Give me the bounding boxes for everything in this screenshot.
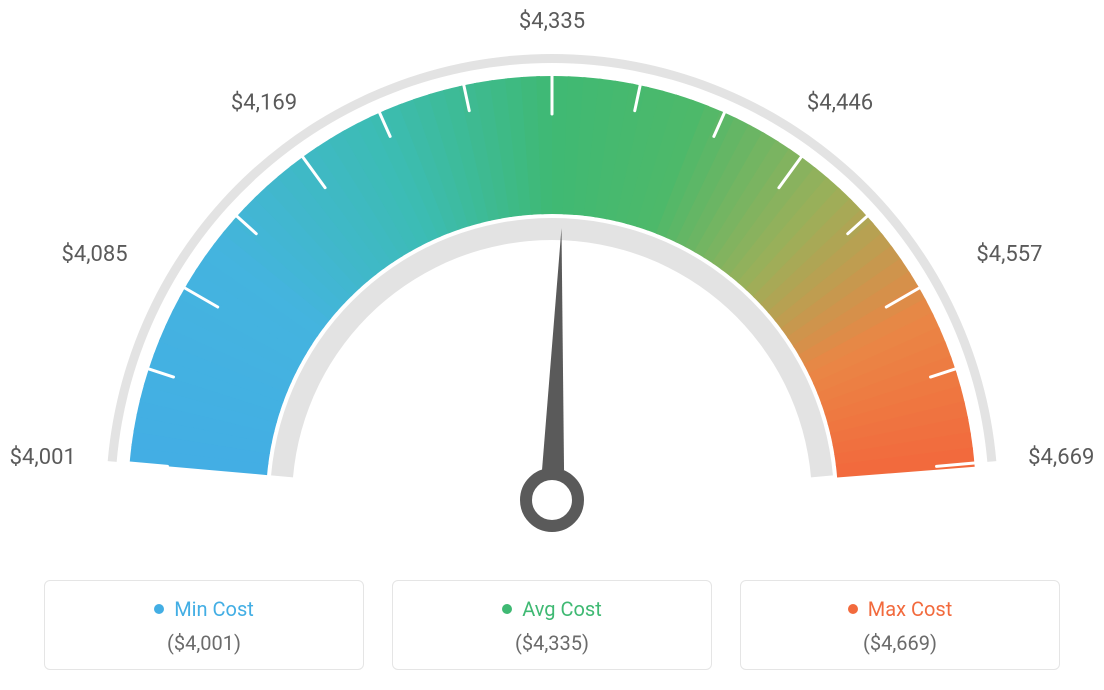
legend-value-min: ($4,001) — [45, 631, 363, 655]
legend-title-max: Max Cost — [848, 597, 953, 621]
legend-dot-min — [154, 604, 164, 614]
svg-text:$4,085: $4,085 — [61, 242, 127, 267]
legend-title-min: Min Cost — [154, 597, 254, 621]
legend-label-max: Max Cost — [868, 597, 953, 621]
legend-label-avg: Avg Cost — [522, 597, 602, 621]
svg-text:$4,001: $4,001 — [10, 445, 76, 470]
gauge-chart: $4,001 $4,085 $4,169 $4,335 $4,446 $4,557 $4,6… — [0, 0, 1104, 560]
legend-value-avg: ($4,335) — [393, 631, 711, 655]
legend-label-min: Min Cost — [174, 597, 254, 621]
legend-row: Min Cost ($4,001) Avg Cost ($4,335) Max … — [0, 580, 1104, 670]
legend-card-max: Max Cost ($4,669) — [740, 580, 1060, 670]
legend-card-avg: Avg Cost ($4,335) — [392, 580, 712, 670]
legend-title-avg: Avg Cost — [502, 597, 602, 621]
legend-value-max: ($4,669) — [741, 631, 1059, 655]
svg-text:$4,446: $4,446 — [807, 90, 873, 115]
svg-text:$4,557: $4,557 — [976, 242, 1042, 267]
gauge-svg: $4,001 $4,085 $4,169 $4,335 $4,446 $4,557 $4,6… — [0, 0, 1104, 560]
svg-text:$4,335: $4,335 — [519, 9, 585, 34]
legend-dot-avg — [502, 604, 512, 614]
legend-dot-max — [848, 604, 858, 614]
svg-text:$4,669: $4,669 — [1028, 445, 1094, 470]
svg-text:$4,169: $4,169 — [231, 90, 297, 115]
legend-card-min: Min Cost ($4,001) — [44, 580, 364, 670]
